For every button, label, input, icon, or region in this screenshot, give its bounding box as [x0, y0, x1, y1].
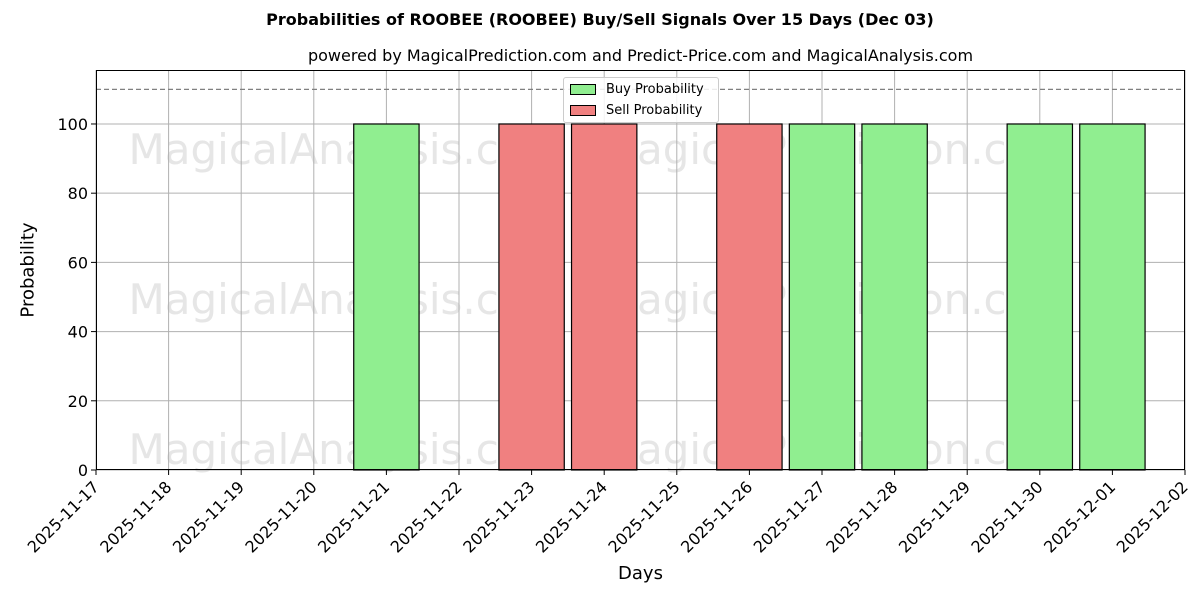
legend-item-buy: Buy Probability — [570, 82, 704, 97]
sell-swatch-icon — [570, 105, 596, 116]
x-tick-label: 2025-11-28 — [822, 477, 901, 556]
sell-bar — [570, 123, 638, 471]
buy-swatch-icon — [570, 84, 596, 95]
plot-area — [96, 70, 1185, 470]
x-axis-label: Days — [618, 563, 663, 584]
x-tick-label: 2025-11-24 — [532, 477, 611, 556]
watermark-text: MagicalAnalysis.com — [129, 275, 566, 324]
x-tick-label: 2025-11-29 — [895, 477, 974, 556]
legend-item-sell: Sell Probability — [570, 103, 702, 118]
legend-sell-label: Sell Probability — [606, 103, 703, 118]
x-tick-label: 2025-11-20 — [241, 477, 320, 556]
x-tick-label: 2025-11-18 — [96, 477, 175, 556]
sell-bar — [498, 123, 565, 471]
x-tick-label: 2025-11-26 — [677, 477, 756, 556]
y-tick-label: 40 — [68, 323, 88, 342]
x-tick-label: 2025-11-27 — [750, 477, 829, 556]
y-tick-label: 0 — [78, 461, 88, 480]
y-tick-label: 100 — [57, 115, 88, 134]
sell-bar — [716, 123, 783, 471]
y-tick-label: 60 — [68, 253, 88, 272]
watermark-text: MagicalAnalysis.com — [129, 125, 566, 174]
legend: Buy Probability Sell Probability — [563, 77, 719, 123]
y-tick-label: 80 — [68, 184, 88, 203]
buy-bar — [1006, 123, 1074, 471]
buy-bar — [788, 123, 856, 471]
buy-bar — [1079, 123, 1146, 471]
x-tick-label: 2025-11-19 — [169, 477, 248, 556]
chart-title: Probabilities of ROOBEE (ROOBEE) Buy/Sel… — [266, 10, 934, 29]
watermark-text: MagicalAnalysis.com — [129, 425, 566, 474]
buy-bar — [861, 123, 928, 471]
x-tick-label: 2025-11-21 — [314, 477, 393, 556]
chart-subtitle: powered by MagicalPrediction.com and Pre… — [307, 46, 974, 65]
x-tick-label: 2025-11-23 — [459, 477, 538, 556]
x-tick-label: 2025-11-17 — [24, 477, 103, 556]
buy-bar — [353, 123, 420, 471]
x-tick-label: 2025-12-01 — [1040, 477, 1119, 556]
x-tick-label: 2025-11-22 — [387, 477, 466, 556]
x-tick-label: 2025-11-30 — [967, 477, 1046, 556]
x-tick-label: 2025-12-02 — [1113, 477, 1192, 556]
legend-buy-label: Buy Probability — [606, 82, 704, 97]
x-tick-label: 2025-11-25 — [604, 477, 683, 556]
y-tick-label: 20 — [68, 392, 88, 411]
